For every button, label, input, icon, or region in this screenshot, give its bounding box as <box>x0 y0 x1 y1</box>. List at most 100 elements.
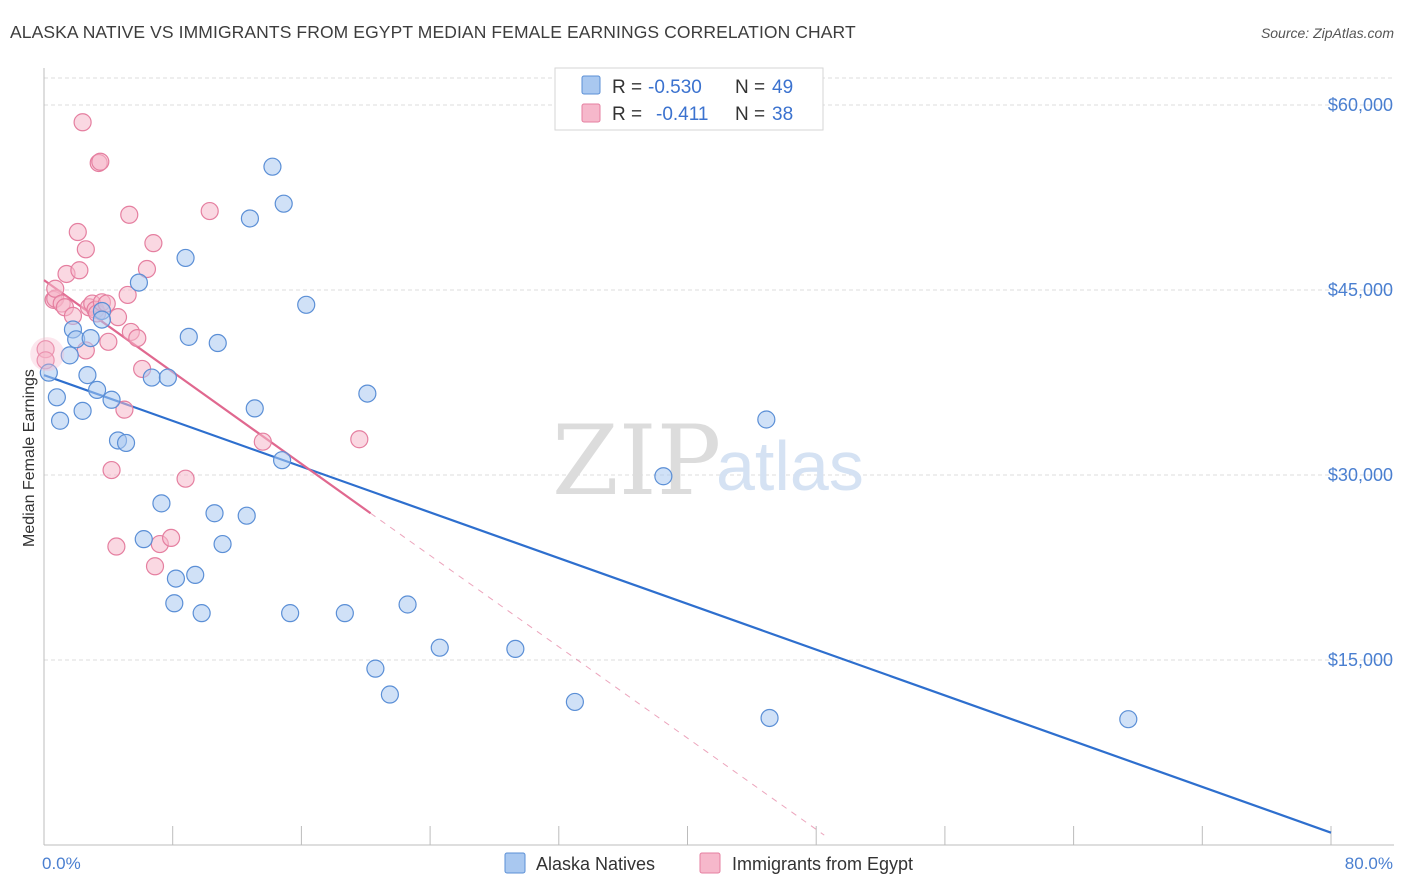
point-alaska <box>263 157 282 176</box>
point-alaska <box>366 659 385 678</box>
point-alaska <box>142 368 161 387</box>
point-egypt <box>99 332 118 351</box>
x-tick-label-min: 0.0% <box>42 854 81 873</box>
legend-n-label: N = <box>735 104 770 125</box>
point-alaska <box>165 594 184 613</box>
point-alaska <box>158 368 177 387</box>
point-alaska <box>186 565 205 585</box>
point-alaska <box>760 708 779 728</box>
legend-n-label: N = <box>735 77 770 98</box>
point-alaska <box>565 692 584 712</box>
y-tick-label: $30,000 <box>1328 465 1393 485</box>
legend-r-value: -0.530 <box>648 77 702 98</box>
point-alaska <box>179 327 198 346</box>
series-legend: Alaska Natives Immigrants from Egypt <box>504 852 913 874</box>
point-alaska <box>192 604 211 623</box>
legend-row-blue: R = -0.530 N = 49 <box>612 77 793 98</box>
point-alaska <box>166 569 186 588</box>
point-egypt <box>350 430 369 449</box>
y-axis-label: Median Female Earnings <box>21 369 38 547</box>
grid-lines <box>44 77 1394 661</box>
point-alaska <box>237 506 256 525</box>
point-alaska <box>1119 710 1138 729</box>
point-alaska <box>380 685 399 704</box>
series-legend-swatch-alaska <box>504 852 526 874</box>
point-alaska <box>208 333 227 353</box>
point-alaska <box>398 595 417 614</box>
point-alaska <box>87 380 107 399</box>
point-egypt <box>128 329 147 348</box>
point-alaska <box>240 209 260 228</box>
chart-title: ALASKA NATIVE VS IMMIGRANTS FROM EGYPT M… <box>10 22 856 42</box>
legend-swatch-pink <box>581 103 601 123</box>
point-alaska <box>73 401 92 420</box>
point-egypt <box>73 113 92 132</box>
point-alaska <box>102 390 121 409</box>
point-alaska <box>78 366 97 385</box>
point-alaska <box>358 384 377 403</box>
point-alaska <box>92 310 112 329</box>
watermark: ZIP atlas <box>552 405 864 517</box>
point-egypt <box>144 234 163 253</box>
point-egypt <box>108 308 128 327</box>
series-legend-swatch-egypt <box>699 852 721 874</box>
point-egypt-large <box>30 337 65 372</box>
y-tick-labels: $15,000 $30,000 $45,000 $60,000 <box>1328 95 1393 670</box>
trend-line-alaska <box>43 374 1332 834</box>
y-tick-label: $45,000 <box>1328 280 1393 300</box>
point-egypt <box>253 432 272 451</box>
stats-legend: R = -0.530 N = 49 R = -0.411 N = 38 <box>554 67 824 131</box>
point-egypt <box>68 222 87 242</box>
point-egypt <box>118 285 137 305</box>
legend-swatch-blue <box>581 75 601 95</box>
x-tick-labels: 0.0% 80.0% <box>42 854 1393 873</box>
point-alaska <box>39 363 58 382</box>
legend-r-label: R = <box>612 104 647 125</box>
point-egypt <box>102 460 121 480</box>
point-alaska <box>116 433 136 453</box>
watermark-atlas: atlas <box>716 427 864 505</box>
point-egypt <box>70 261 89 280</box>
point-alaska <box>50 411 70 430</box>
point-alaska <box>47 388 66 407</box>
x-tick-label-max: 80.0% <box>1345 854 1393 873</box>
point-alaska <box>245 399 264 418</box>
point-alaska <box>152 494 171 513</box>
point-alaska <box>81 329 100 348</box>
point-egypt <box>200 201 219 221</box>
point-alaska <box>134 530 153 549</box>
legend-r-label: R = <box>612 77 647 98</box>
point-alaska <box>272 451 292 470</box>
axes <box>43 68 1394 846</box>
point-egypt <box>76 240 95 259</box>
y-tick-label: $60,000 <box>1328 95 1393 115</box>
point-egypt <box>176 469 195 488</box>
point-alaska <box>430 638 449 657</box>
legend-r-value: -0.411 <box>656 104 708 125</box>
point-alaska <box>506 639 525 659</box>
trend-line-egypt-extension <box>370 512 825 836</box>
point-egypt <box>161 528 181 548</box>
point-egypt <box>145 557 165 576</box>
point-egypt <box>120 205 139 224</box>
data-points <box>30 113 1138 729</box>
trend-lines <box>43 279 1332 836</box>
point-alaska <box>129 273 149 292</box>
point-alaska <box>274 194 293 213</box>
watermark-zip: ZIP <box>552 405 721 517</box>
legend-n-value: 49 <box>772 77 793 98</box>
chart-source: Source: ZipAtlas.com <box>1260 25 1394 41</box>
point-alaska <box>757 410 776 429</box>
point-alaska <box>297 295 316 314</box>
point-egypt <box>107 537 126 556</box>
point-egypt <box>91 152 110 171</box>
series-legend-alaska: Alaska Natives <box>536 854 655 874</box>
point-alaska <box>60 346 79 365</box>
point-egypt <box>137 259 157 279</box>
point-alaska <box>281 604 300 623</box>
y-tick-label: $15,000 <box>1328 650 1393 670</box>
point-alaska <box>213 534 232 554</box>
point-egypt <box>115 400 134 419</box>
point-alaska <box>654 467 673 486</box>
